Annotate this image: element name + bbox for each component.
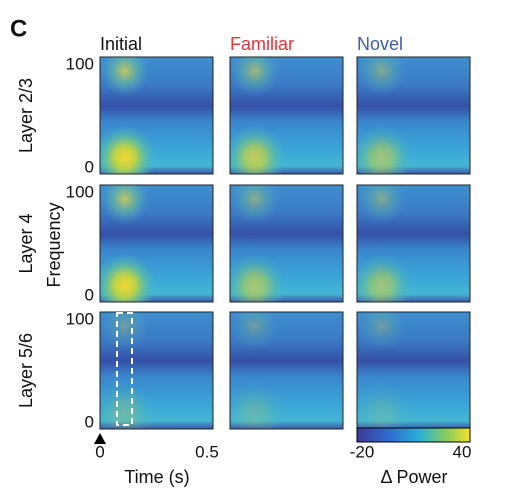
analysis-window [116, 312, 133, 426]
spectrogram-blob [100, 57, 213, 174]
panel-frame [229, 184, 344, 303]
column-title: Initial [100, 34, 142, 54]
colorbar-tick-label: 40 [453, 442, 472, 461]
panel-frame [356, 184, 471, 303]
y-tick-label: 100 [66, 182, 94, 201]
y-tick-label: 0 [85, 157, 94, 176]
panel-grid: Initial Familiar Novel Layer 2/3 100 0 Layer 4… [16, 34, 471, 431]
y-tick-label: 0 [85, 412, 94, 431]
column-title: Familiar [230, 34, 294, 54]
panel-label: C [10, 15, 27, 42]
panel-frame [229, 311, 344, 430]
y-tick-label: 100 [66, 54, 94, 73]
row-label: Layer 4 [16, 213, 36, 273]
row-label: Layer 2/3 [16, 78, 36, 153]
spectrogram-blob [230, 312, 343, 429]
panel-frame [99, 311, 214, 430]
colorbar [356, 427, 471, 443]
spectrogram-blob [357, 185, 470, 302]
colorbar-tick-label: -20 [350, 442, 375, 461]
y-tick-label: 100 [66, 309, 94, 328]
panel-frame [229, 56, 344, 175]
spectrogram-blob [357, 57, 470, 174]
spectrogram-blob [100, 312, 213, 429]
spectrogram-blob [100, 185, 213, 302]
spectrogram-blob [230, 57, 343, 174]
panel-frame [99, 56, 214, 175]
colorbar-label: Δ Power [380, 467, 447, 487]
column-title: Novel [357, 34, 403, 54]
spectrogram-blob [357, 312, 470, 429]
y-axis-label: Frequency [44, 202, 64, 287]
x-tick-label: 0 [95, 442, 104, 461]
panel-frame [99, 184, 214, 303]
stimulus-marker [94, 433, 106, 444]
panel-frame [356, 56, 471, 175]
x-tick-label: 0.5 [195, 442, 219, 461]
x-axis-label: Time (s) [124, 467, 189, 487]
spectrogram-blob [230, 185, 343, 302]
row-label: Layer 5/6 [16, 333, 36, 408]
y-tick-label: 0 [85, 285, 94, 304]
